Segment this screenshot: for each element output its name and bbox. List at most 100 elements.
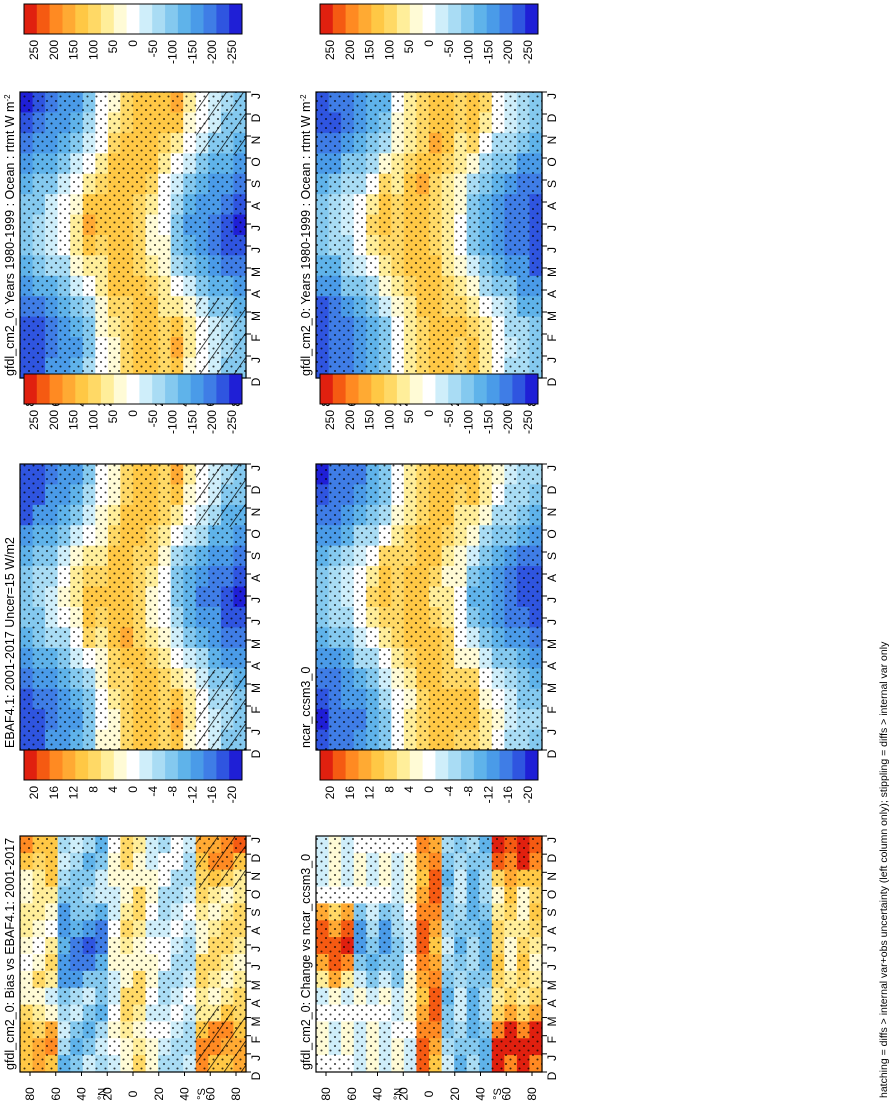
colorbar-tick-label: -50 <box>146 410 160 428</box>
month-tick-label: O <box>545 157 559 166</box>
month-tick-label: J <box>545 225 559 231</box>
colorbar-tick-label: 150 <box>363 40 377 60</box>
month-tick-label: D <box>545 853 559 862</box>
colorbar-swatch <box>152 4 166 34</box>
colorbar-tick-label: 50 <box>106 40 120 54</box>
hatch-overlay <box>196 836 246 888</box>
month-tick-label: D <box>249 1071 263 1080</box>
month-tick-label: J <box>249 619 263 625</box>
month-tick-label: J <box>249 225 263 231</box>
month-tick-label: M <box>249 1017 263 1027</box>
colorbar-swatch <box>486 4 500 34</box>
colorbar-swatch <box>435 374 449 404</box>
month-tick-label: O <box>545 529 559 538</box>
colorbar-swatch <box>216 4 230 34</box>
colorbar-swatch <box>177 750 192 780</box>
lat-tick-label: 40 <box>178 1087 192 1101</box>
month-tick-label: M <box>249 311 263 321</box>
colorbar-swatch <box>113 750 128 780</box>
month-tick-label: J <box>545 465 559 471</box>
lat-tick-label: 60 <box>49 1087 63 1101</box>
month-tick-label: D <box>249 749 263 758</box>
month-tick-label: A <box>545 662 559 670</box>
colorbar-swatch <box>396 750 411 780</box>
month-tick-label: O <box>249 529 263 538</box>
colorbar-swatch <box>126 4 140 34</box>
month-tick-label: J <box>545 597 559 603</box>
month-tick-label: A <box>545 290 559 298</box>
colorbar-swatch <box>512 4 526 34</box>
panel-right-top: DJFMAMJJASONDJ80604020020406080°N°Sgfdl_… <box>299 3 559 407</box>
colorbar-swatch <box>473 4 488 34</box>
colorbar-swatch <box>461 750 475 780</box>
month-tick-label: A <box>545 202 559 210</box>
lat-tick-label: 20 <box>396 1087 410 1101</box>
hatch-overlay <box>196 92 246 155</box>
colorbar-swatch <box>396 374 411 404</box>
colorbar-swatch <box>203 374 217 404</box>
month-tick-label: D <box>249 113 263 122</box>
colorbar-tick-label: 0 <box>422 40 436 47</box>
month-tick-label: J <box>545 729 559 735</box>
lat-tick-label: 80 <box>23 1087 37 1101</box>
colorbar-tick-label: 200 <box>47 410 61 430</box>
month-tick-label: J <box>545 247 559 253</box>
panel-title: ncar_ccsm3_0 <box>299 667 313 748</box>
colorbar-tick-label: 250 <box>323 410 337 430</box>
month-tick-label: D <box>249 377 263 386</box>
month-tick-label: D <box>249 853 263 862</box>
colorbar-swatch <box>36 750 51 780</box>
panel-right-middle: DJFMAMJJASONDJ80604020020406080°N°Sncar_… <box>299 373 559 779</box>
colorbar-frame <box>23 373 243 405</box>
colorbar-swatch <box>345 4 359 34</box>
month-tick-label: J <box>249 597 263 603</box>
colorbar-tick-label: 0 <box>422 410 436 417</box>
month-tick-label: O <box>545 890 559 899</box>
month-tick-label: D <box>545 1071 559 1080</box>
month-tick-label: N <box>545 872 559 881</box>
colorbar-tick-label: 100 <box>382 410 396 430</box>
colorbar-swatch <box>358 750 372 780</box>
month-tick-label: F <box>545 334 559 341</box>
month-tick-label: D <box>249 485 263 494</box>
colorbar-swatch <box>409 4 424 34</box>
colorbar-tick-label: -200 <box>501 40 515 64</box>
lat-tick-label: 80 <box>229 1087 243 1101</box>
colorbar-tick-label: 16 <box>343 786 357 800</box>
colorbar-swatch <box>448 374 462 404</box>
colorbar-tick-label: -150 <box>481 410 495 434</box>
colorbar-tick-label: 50 <box>106 410 120 424</box>
month-tick-label: J <box>545 964 559 970</box>
colorbar-tick-label: -20 <box>521 786 535 804</box>
colorbar-tick-label: 4 <box>402 786 416 793</box>
lat-tick-label: 80 <box>525 1087 539 1101</box>
colorbar-swatch <box>499 374 513 404</box>
month-tick-label: J <box>545 93 559 99</box>
lat-axis-label-south: °S <box>196 1088 208 1100</box>
panel-title: gfdl_cm2_0: Years 1980-1999 : Ocean : rt… <box>3 94 18 376</box>
colorbar-tick-label: -12 <box>185 786 199 804</box>
colorbar-swatch <box>36 4 51 34</box>
colorbar-swatch <box>332 374 347 404</box>
colorbar-swatch <box>320 374 334 404</box>
month-tick-label: J <box>545 946 559 952</box>
colorbar-swatch <box>24 4 38 34</box>
colorbar-frame <box>319 3 539 35</box>
month-tick-label: J <box>249 357 263 363</box>
colorbar-tick-label: -100 <box>166 410 180 434</box>
month-tick-label: F <box>249 1036 263 1043</box>
hatch-overlay <box>196 464 246 527</box>
colorbar-swatch <box>396 4 411 34</box>
colorbar-swatch <box>190 750 204 780</box>
month-tick-label: J <box>249 465 263 471</box>
colorbar-swatch <box>49 750 63 780</box>
colorbar-swatch <box>512 750 526 780</box>
colorbar-swatch <box>113 374 128 404</box>
colorbar-tick-label: 4 <box>106 786 120 793</box>
month-tick-label: J <box>249 946 263 952</box>
month-tick-label: J <box>249 1055 263 1061</box>
panel-title-superscript: -2 <box>3 94 12 102</box>
colorbar-swatch <box>190 4 204 34</box>
colorbar-swatch <box>62 374 76 404</box>
